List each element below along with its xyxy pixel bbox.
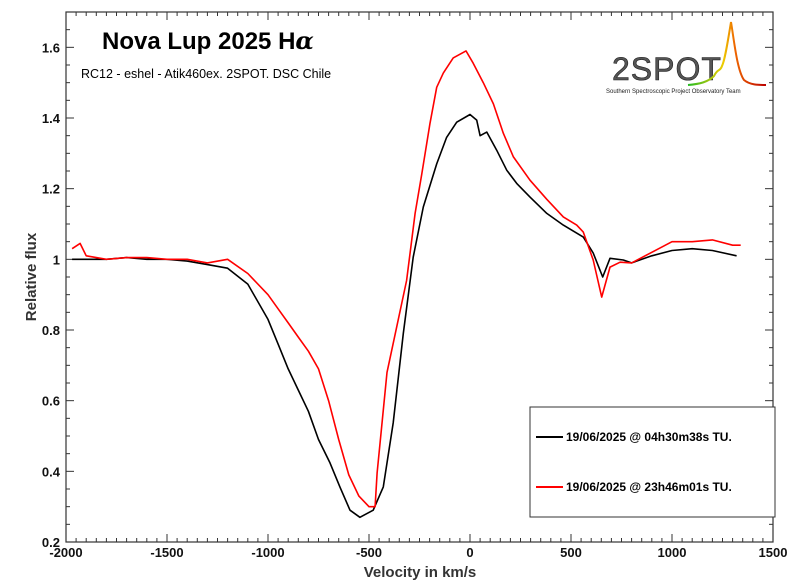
y-tick-label: 0.8 — [42, 323, 60, 338]
y-tick-label: 1 — [53, 252, 60, 267]
legend: 19/06/2025 @ 04h30m38s TU. 19/06/2025 @ … — [529, 406, 776, 518]
series-line-2 — [71, 50, 741, 508]
y-tick-label: 1.6 — [42, 40, 60, 55]
y-tick-label: 1.4 — [42, 111, 61, 126]
title-alpha-symbol: α — [295, 26, 313, 55]
y-axis-label: Relative flux — [23, 232, 40, 321]
tick-labels: -2000 -1500 -1000 -500 0 500 1000 1500 0.2 0.4 0.6… — [42, 40, 788, 560]
chart-subtitle: RC12 - eshel - Atik460ex. 2SPOT. DSC Chi… — [81, 67, 331, 81]
logo-text: 2SPOT — [612, 51, 722, 87]
y-tick-label: 0.4 — [42, 464, 61, 479]
y-tick-label: 0.2 — [42, 535, 60, 550]
x-tick-label: 1500 — [759, 545, 788, 560]
x-tick-label: -500 — [356, 545, 382, 560]
plot-frame — [65, 11, 774, 543]
series-lines — [71, 50, 741, 519]
x-tick-label: 0 — [466, 545, 473, 560]
series-line-1 — [72, 113, 737, 519]
x-tick-label: -1500 — [150, 545, 183, 560]
legend-box — [529, 406, 776, 518]
x-axis-label: Velocity in km/s — [364, 564, 477, 581]
logo-2spot: 2SPOT Southern Spectroscopic Project Obs… — [606, 21, 767, 95]
legend-label-1: 19/06/2025 @ 04h30m38s TU. — [566, 430, 732, 444]
x-tick-label: 1000 — [658, 545, 687, 560]
logo-spectrum-curve — [687, 21, 767, 86]
x-tick-label: 500 — [560, 545, 582, 560]
chart-title: Nova Lup 2025 Hα — [102, 26, 314, 55]
y-tick-label: 1.2 — [42, 182, 60, 197]
x-tick-label: -2000 — [49, 545, 82, 560]
logo-tagline: Southern Spectroscopic Project Observato… — [606, 89, 741, 95]
legend-label-2: 19/06/2025 @ 23h46m01s TU. — [566, 480, 732, 494]
y-tick-label: 0.6 — [42, 394, 60, 409]
x-tick-label: -1000 — [251, 545, 284, 560]
